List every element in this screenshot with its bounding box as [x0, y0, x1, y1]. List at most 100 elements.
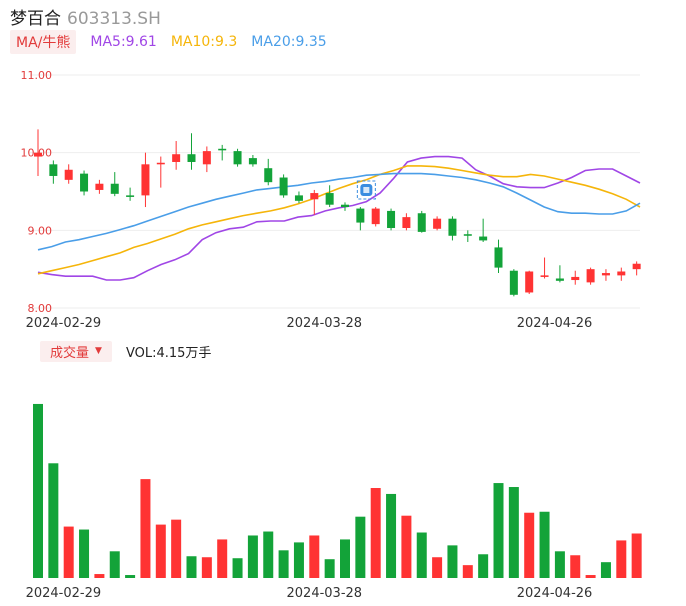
volume-indicator-selector[interactable]: 成交量 ▼ — [40, 340, 112, 362]
volume-bar — [631, 533, 642, 578]
candle — [509, 269, 518, 297]
volume-bar — [140, 479, 151, 578]
candle-body — [571, 276, 580, 281]
volume-bar — [278, 550, 289, 578]
volume-bar — [309, 535, 320, 578]
volume-x-label: 2024-04-26 — [517, 586, 593, 601]
candle-body — [64, 169, 73, 180]
candle — [371, 207, 380, 227]
candle — [417, 210, 426, 233]
volume-bar — [232, 558, 243, 578]
price-x-label: 2024-03-28 — [287, 316, 363, 331]
candle — [95, 179, 104, 194]
volume-bar — [355, 516, 366, 578]
candle-body — [126, 195, 135, 197]
candle — [110, 172, 119, 197]
candle-body — [34, 152, 42, 157]
volume-bar — [539, 511, 550, 578]
candle — [479, 218, 488, 242]
volume-bar — [401, 515, 412, 578]
volume-bar — [340, 539, 350, 578]
candle — [387, 208, 396, 231]
candle — [202, 146, 211, 173]
ma10-line — [37, 165, 641, 275]
candle-body — [264, 168, 273, 183]
volume-bar — [416, 532, 427, 578]
candle — [540, 257, 549, 279]
volume-bar — [462, 565, 473, 578]
candle — [64, 164, 73, 184]
candle — [248, 154, 257, 167]
volume-bar — [293, 542, 304, 578]
candle — [156, 156, 165, 188]
candle — [310, 189, 319, 215]
volume-bar — [600, 562, 611, 578]
candle — [233, 148, 242, 167]
volume-bar — [432, 557, 443, 578]
candle — [279, 174, 288, 198]
volume-bar — [616, 540, 627, 578]
price-tick-label: 8.00 — [28, 302, 53, 315]
volume-bar — [201, 557, 212, 578]
volume-bar — [324, 559, 335, 578]
candle-body — [617, 271, 626, 276]
volume-bar — [247, 535, 258, 578]
candle — [494, 239, 503, 274]
price-tick-label: 9.00 — [28, 224, 53, 237]
volume-bar — [63, 526, 74, 578]
price-x-label: 2024-04-26 — [517, 316, 593, 331]
candle — [49, 160, 58, 184]
volume-bar — [33, 403, 43, 578]
candle — [617, 267, 626, 281]
candle-body — [479, 236, 488, 241]
volume-bar — [94, 574, 105, 578]
candle-body — [356, 208, 365, 223]
ma-indicator-selector[interactable]: MA/牛熊 — [10, 30, 77, 54]
marker-dot — [363, 187, 370, 193]
volume-bar — [570, 555, 581, 578]
volume-bar — [79, 529, 90, 578]
candle — [141, 152, 150, 208]
volume-legend: 成交量 ▼ VOL:4.15万手 — [40, 340, 212, 362]
candle-body — [325, 193, 334, 205]
price-chart[interactable]: 11.0010.009.008.002024-02-292024-03-2820… — [0, 0, 686, 340]
volume-bar — [125, 575, 136, 578]
candle — [433, 216, 442, 231]
candle — [448, 216, 457, 241]
candle-body — [463, 234, 472, 236]
candle-body — [555, 278, 564, 281]
candle-body — [402, 217, 411, 229]
candle — [555, 265, 564, 283]
volume-bar — [217, 539, 228, 578]
candle-body — [141, 164, 150, 196]
candle-body — [310, 193, 319, 200]
stock-code: 603313.SH — [67, 9, 161, 29]
candle-body — [80, 173, 89, 192]
marker-frame — [356, 180, 376, 200]
candle — [586, 267, 595, 285]
candle-body — [279, 177, 288, 196]
volume-bar — [370, 488, 381, 578]
candle-body — [156, 162, 165, 165]
candle-body — [494, 247, 503, 268]
volume-bar — [48, 463, 59, 578]
candle-body — [371, 208, 380, 225]
candle — [187, 133, 196, 170]
ma20-legend: MA20:9.35 — [251, 34, 327, 50]
volume-bar — [109, 551, 120, 578]
candle — [126, 187, 135, 201]
candle — [325, 185, 334, 208]
candle — [264, 158, 273, 186]
volume-value: VOL:4.15万手 — [125, 345, 212, 361]
candle-body — [110, 183, 119, 194]
candle-body — [509, 270, 518, 295]
candle-body — [433, 218, 442, 229]
candle-body — [632, 263, 641, 270]
candle-body — [218, 148, 227, 151]
candle — [356, 207, 365, 231]
candle-body — [601, 273, 610, 276]
volume-bar — [478, 554, 489, 578]
volume-bar — [585, 575, 596, 578]
candle — [80, 170, 89, 196]
candle — [402, 213, 411, 231]
